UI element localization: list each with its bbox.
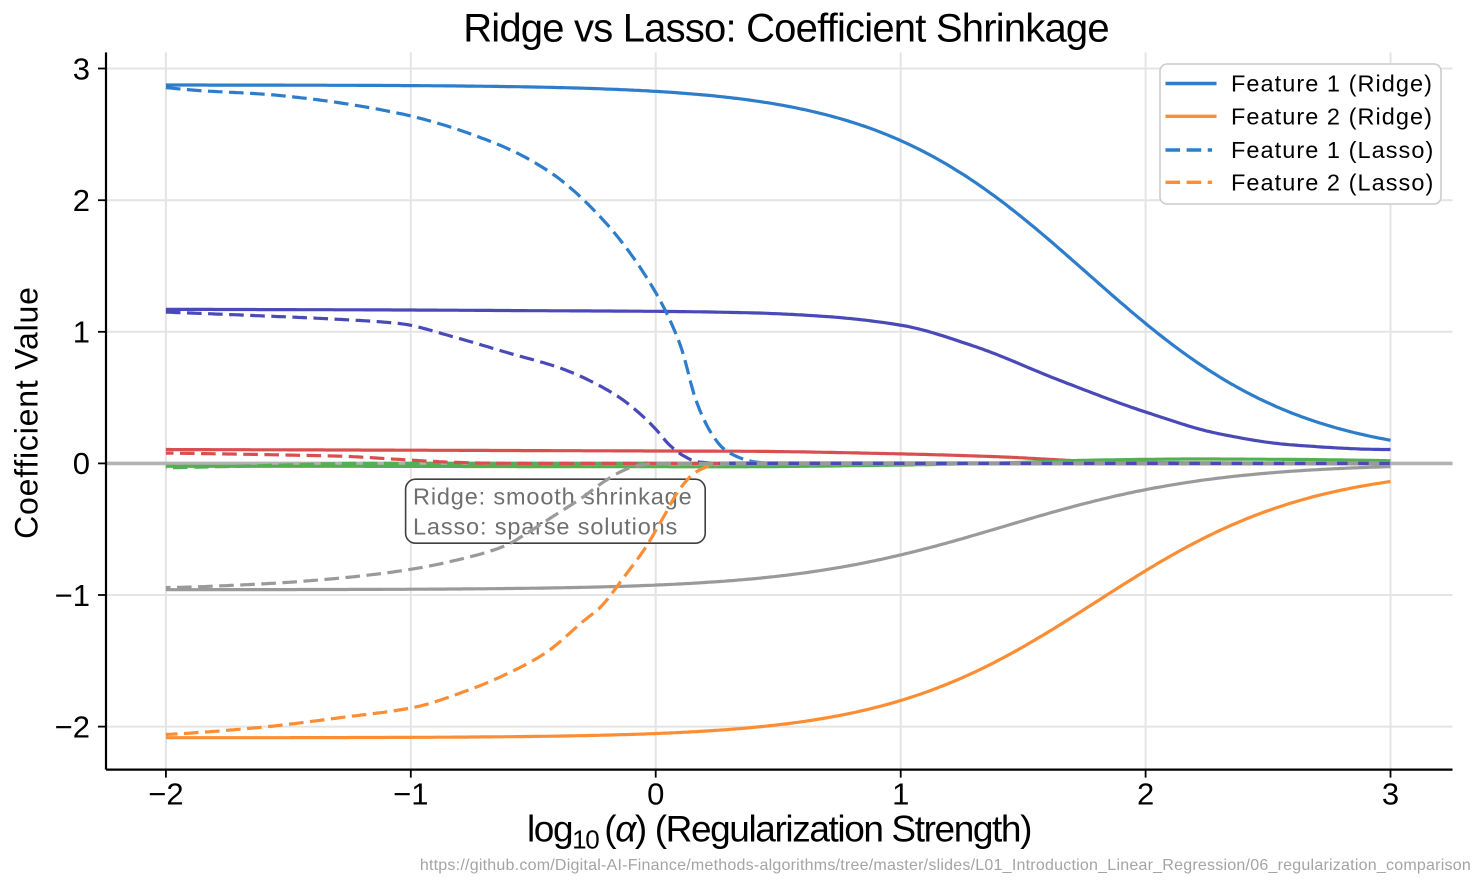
svg-text:Feature 2 (Lasso): Feature 2 (Lasso) bbox=[1231, 169, 1434, 195]
svg-text:1: 1 bbox=[73, 315, 90, 350]
svg-text:2: 2 bbox=[73, 183, 90, 218]
svg-text:Lasso: sparse solutions: Lasso: sparse solutions bbox=[413, 514, 678, 540]
svg-text:Ridge: smooth shrinkage: Ridge: smooth shrinkage bbox=[413, 484, 693, 510]
svg-text:Feature 1 (Lasso): Feature 1 (Lasso) bbox=[1231, 137, 1434, 163]
svg-text:−1: −1 bbox=[55, 578, 90, 613]
svg-text:−2: −2 bbox=[148, 777, 183, 812]
svg-text:Feature 2 (Ridge): Feature 2 (Ridge) bbox=[1231, 103, 1433, 129]
svg-text:3: 3 bbox=[1382, 777, 1399, 812]
svg-text:https://github.com/Digital-AI-: https://github.com/Digital-AI-Finance/me… bbox=[420, 857, 1471, 874]
svg-text:log10 (α) (Regularization Stre: log10 (α) (Regularization Strength) bbox=[527, 809, 1031, 855]
svg-text:0: 0 bbox=[73, 446, 90, 481]
svg-text:Coefficient Value: Coefficient Value bbox=[9, 286, 45, 539]
svg-text:Feature 1 (Ridge): Feature 1 (Ridge) bbox=[1231, 71, 1433, 97]
svg-text:−2: −2 bbox=[55, 709, 90, 744]
svg-text:1: 1 bbox=[892, 777, 909, 812]
svg-text:3: 3 bbox=[73, 51, 90, 86]
svg-text:0: 0 bbox=[647, 777, 664, 812]
svg-text:2: 2 bbox=[1137, 777, 1154, 812]
svg-text:−1: −1 bbox=[393, 777, 428, 812]
svg-text:Ridge vs Lasso: Coefficient Sh: Ridge vs Lasso: Coefficient Shrinkage bbox=[463, 7, 1109, 51]
